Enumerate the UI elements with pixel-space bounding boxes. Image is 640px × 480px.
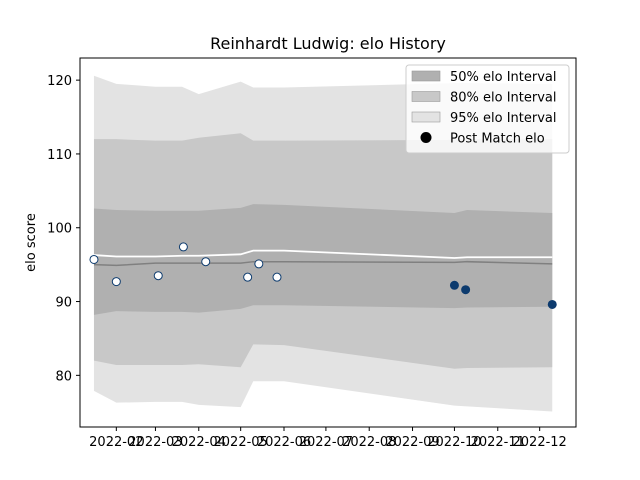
band-50 xyxy=(93,204,553,315)
post-match-elo-point xyxy=(111,277,121,287)
plot-area xyxy=(89,75,557,412)
legend-swatch xyxy=(411,91,441,102)
x-tick-label: 2022-11 xyxy=(471,435,525,450)
legend-label: 50% elo Interval xyxy=(450,70,557,85)
x-tick-label: 2022-02 xyxy=(89,435,143,450)
x-tick-label: 2022-06 xyxy=(257,435,311,450)
y-axis-label: elo score xyxy=(24,213,39,272)
legend-box xyxy=(405,64,570,154)
chart-title: Reinhardt Ludwig: elo History xyxy=(210,34,446,53)
post-match-elo-point xyxy=(201,257,211,267)
legend-swatch xyxy=(411,70,441,82)
x-axis-ticks: 2022-022022-032022-042022-052022-062022-… xyxy=(89,427,567,450)
legend-marker xyxy=(420,132,432,143)
post-match-elo-point xyxy=(272,272,282,282)
legend-label: Post Match elo xyxy=(450,132,545,147)
elo-lines xyxy=(93,249,553,267)
x-tick-label: 2022-12 xyxy=(513,435,567,450)
expected-elo-line xyxy=(93,249,553,259)
y-tick-label: 80 xyxy=(55,369,72,384)
post-match-elo-point xyxy=(254,259,264,269)
post-match-points xyxy=(89,242,557,309)
post-match-elo-point xyxy=(449,280,459,290)
x-tick-label: 2022-03 xyxy=(128,435,182,450)
x-tick-label: 2022-10 xyxy=(427,435,481,450)
legend-label: 95% elo Interval xyxy=(450,111,557,126)
legend: 50% elo Interval 80% elo Interval 95% elo … xyxy=(405,64,570,154)
plot-frame xyxy=(79,57,577,428)
x-tick-label: 2022-05 xyxy=(214,435,268,450)
x-tick-label: 2022-08 xyxy=(342,435,396,450)
post-match-elo-point xyxy=(461,285,471,295)
interval-bands xyxy=(93,75,553,412)
y-axis-ticks: 80 90 100 110 120 xyxy=(47,74,80,384)
legend-label: 80% elo Interval xyxy=(450,91,557,106)
post-match-elo-point xyxy=(153,271,163,281)
post-match-elo-point xyxy=(89,254,99,264)
post-match-elo-point xyxy=(243,272,253,282)
y-tick-label: 90 xyxy=(55,296,72,311)
y-tick-label: 120 xyxy=(47,74,72,89)
post-match-elo-point xyxy=(547,299,557,309)
x-tick-label: 2022-09 xyxy=(385,435,439,450)
y-tick-label: 100 xyxy=(47,222,72,237)
mean-elo-line xyxy=(93,260,553,267)
x-tick-label: 2022-07 xyxy=(299,435,353,450)
y-tick-label: 110 xyxy=(47,148,72,163)
x-tick-label: 2022-04 xyxy=(172,435,226,450)
legend-swatch xyxy=(411,111,441,123)
post-match-elo-point xyxy=(178,242,188,252)
